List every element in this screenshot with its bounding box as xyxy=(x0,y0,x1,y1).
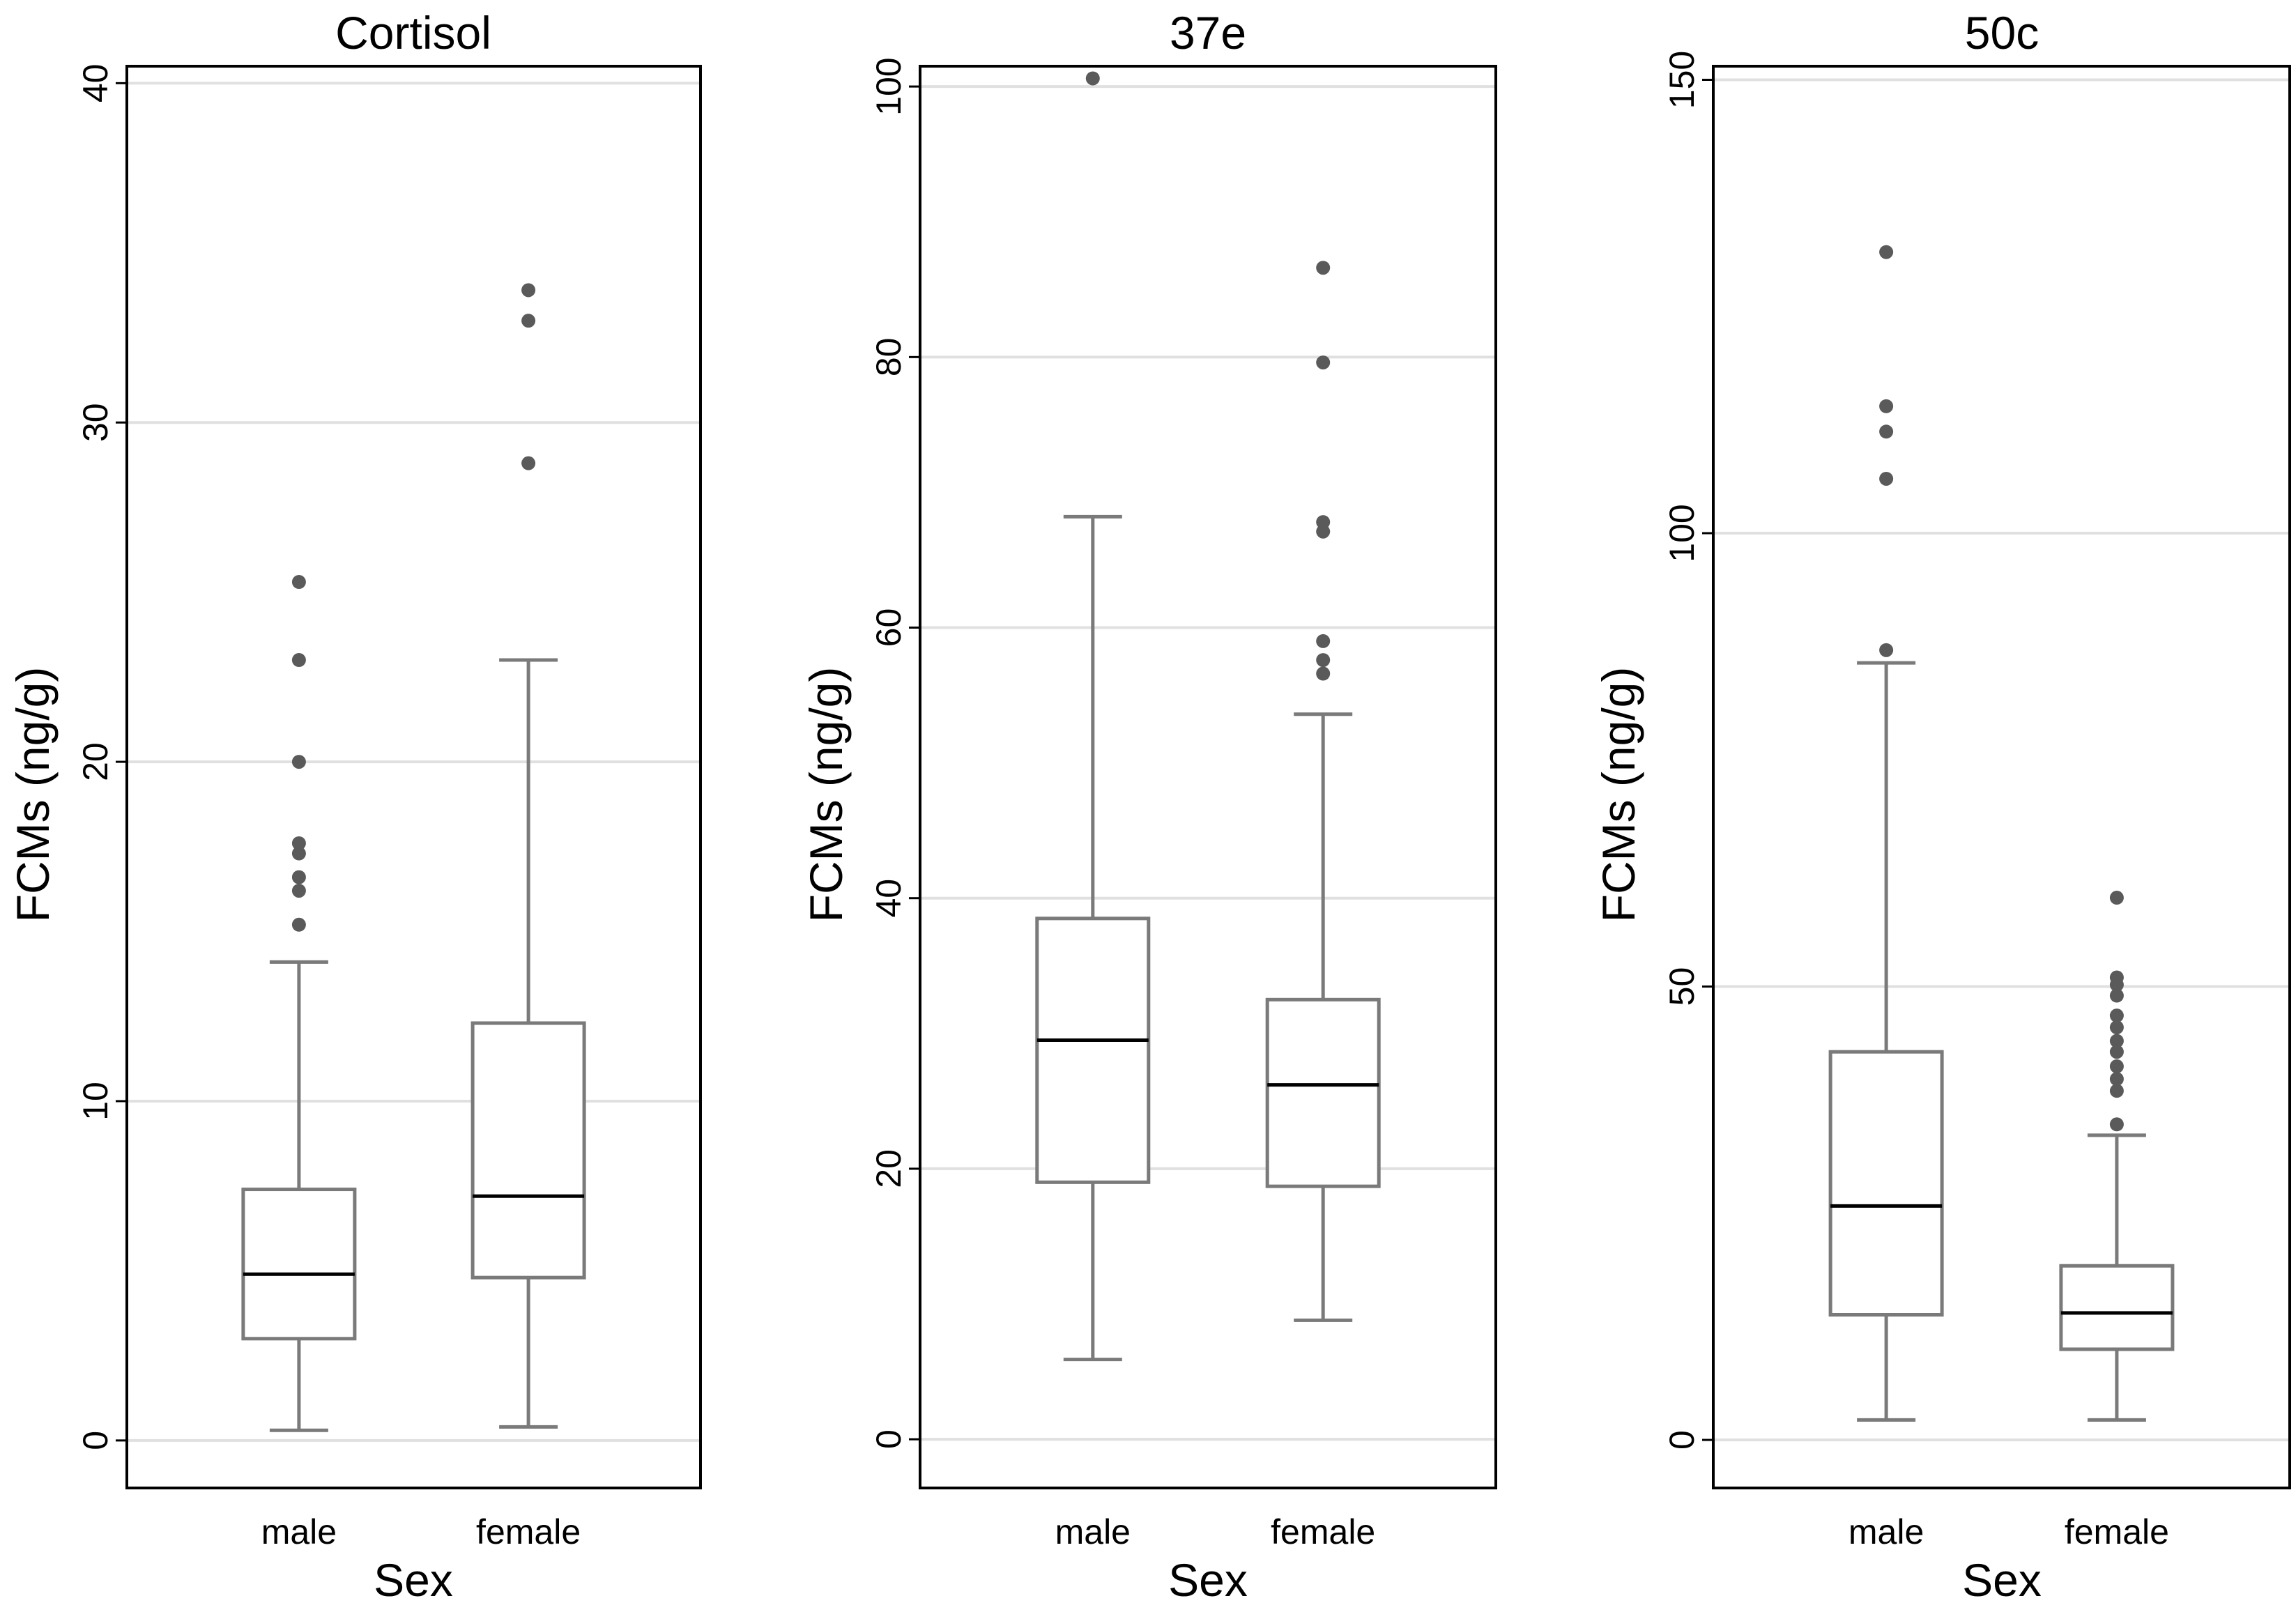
outlier-point xyxy=(2109,1008,2124,1023)
panel-title: 37e xyxy=(1170,7,1246,59)
outlier-point xyxy=(1316,634,1331,648)
outlier-point xyxy=(291,870,306,884)
outlier-point xyxy=(1316,355,1331,370)
panel-plot: 0 50 100 150 male female xyxy=(1662,51,2291,1551)
x-tick-label: female xyxy=(476,1512,581,1551)
panel-title: Cortisol xyxy=(335,7,491,59)
y-tick-label: 20 xyxy=(76,742,115,781)
box-female xyxy=(470,283,586,1429)
outlier-point xyxy=(2109,1117,2124,1132)
box-male xyxy=(1035,71,1151,1362)
panel-37e: 37e 0 20 40 60 80 100 male female Sex FCMs (ng/… xyxy=(800,7,1497,1606)
x-tick-label: female xyxy=(1271,1512,1375,1551)
outlier-point xyxy=(1879,471,1894,486)
y-tick-label: 0 xyxy=(1662,1430,1701,1450)
outlier-point xyxy=(2109,988,2124,1003)
outlier-point xyxy=(1085,71,1100,86)
plot-frame xyxy=(125,65,702,1489)
box-male xyxy=(1828,245,1944,1422)
box-male xyxy=(241,575,357,1432)
outlier-point xyxy=(1316,666,1331,681)
iqr-box xyxy=(1035,916,1151,1184)
outlier-point xyxy=(1879,424,1894,439)
outlier-point xyxy=(521,283,536,298)
outlier-point xyxy=(1879,245,1894,259)
y-tick-label: 0 xyxy=(76,1431,115,1450)
y-tick-label: 20 xyxy=(869,1149,908,1188)
outlier-point xyxy=(291,846,306,861)
outlier-point xyxy=(291,755,306,769)
box-female xyxy=(2059,891,2175,1422)
panel-plot: 0 10 20 30 40 male female xyxy=(76,64,702,1551)
outlier-point xyxy=(291,575,306,590)
x-axis-label: Sex xyxy=(1168,1554,1248,1606)
x-axis-label: Sex xyxy=(1962,1554,2042,1606)
y-tick-label: 80 xyxy=(869,338,908,377)
outlier-point xyxy=(291,917,306,932)
x-tick-label: female xyxy=(2065,1512,2169,1551)
y-tick-label: 30 xyxy=(76,403,115,442)
iqr-box xyxy=(1265,997,1381,1188)
outlier-point xyxy=(1879,399,1894,413)
panel-title: 50c xyxy=(1965,7,2039,59)
y-axis-label: FCMs (ng/g) xyxy=(800,667,852,923)
panel-plot: 0 20 40 60 80 100 male female xyxy=(869,57,1497,1551)
outlier-point xyxy=(1316,261,1331,275)
outlier-point xyxy=(2109,1059,2124,1074)
outlier-point xyxy=(2109,1084,2124,1098)
x-tick-label: male xyxy=(1849,1512,1924,1551)
panel-50c: 50c 0 50 100 150 male female Sex FCMs (ng/g) xyxy=(1593,7,2291,1606)
iqr-box xyxy=(1828,1050,1944,1317)
x-axis-label: Sex xyxy=(374,1554,453,1606)
y-axis-label: FCMs (ng/g) xyxy=(1593,667,1644,923)
y-tick-label: 100 xyxy=(1662,504,1701,562)
outlier-point xyxy=(2109,1072,2124,1087)
outlier-point xyxy=(2109,1020,2124,1035)
y-tick-label: 10 xyxy=(76,1082,115,1121)
outlier-point xyxy=(291,836,306,850)
plot-frame xyxy=(1712,65,2291,1489)
iqr-box xyxy=(2059,1264,2175,1351)
x-tick-label: male xyxy=(261,1512,337,1551)
y-tick-label: 0 xyxy=(869,1429,908,1449)
box-female xyxy=(1265,261,1381,1322)
outlier-point xyxy=(521,314,536,328)
y-tick-label: 40 xyxy=(869,879,908,918)
plot-frame xyxy=(919,65,1497,1489)
panel-cortisol: Cortisol 0 10 20 30 40 male female Sex FCMs (n… xyxy=(7,7,702,1606)
outlier-point xyxy=(2109,891,2124,905)
outlier-point xyxy=(291,884,306,898)
y-tick-label: 50 xyxy=(1662,967,1701,1006)
iqr-box xyxy=(470,1021,586,1280)
outlier-point xyxy=(1316,653,1331,668)
outlier-point xyxy=(1316,515,1331,530)
y-tick-label: 60 xyxy=(869,608,908,647)
y-axis-label: FCMs (ng/g) xyxy=(7,667,59,923)
outlier-point xyxy=(291,653,306,668)
y-tick-label: 100 xyxy=(869,57,908,115)
y-tick-label: 40 xyxy=(76,64,115,103)
outlier-point xyxy=(2109,970,2124,985)
outlier-point xyxy=(2109,1034,2124,1048)
x-tick-label: male xyxy=(1055,1512,1131,1551)
outlier-point xyxy=(521,456,536,470)
outlier-point xyxy=(1879,643,1894,657)
y-tick-label: 150 xyxy=(1662,51,1701,109)
outlier-point xyxy=(2109,1045,2124,1059)
iqr-box xyxy=(241,1188,357,1341)
